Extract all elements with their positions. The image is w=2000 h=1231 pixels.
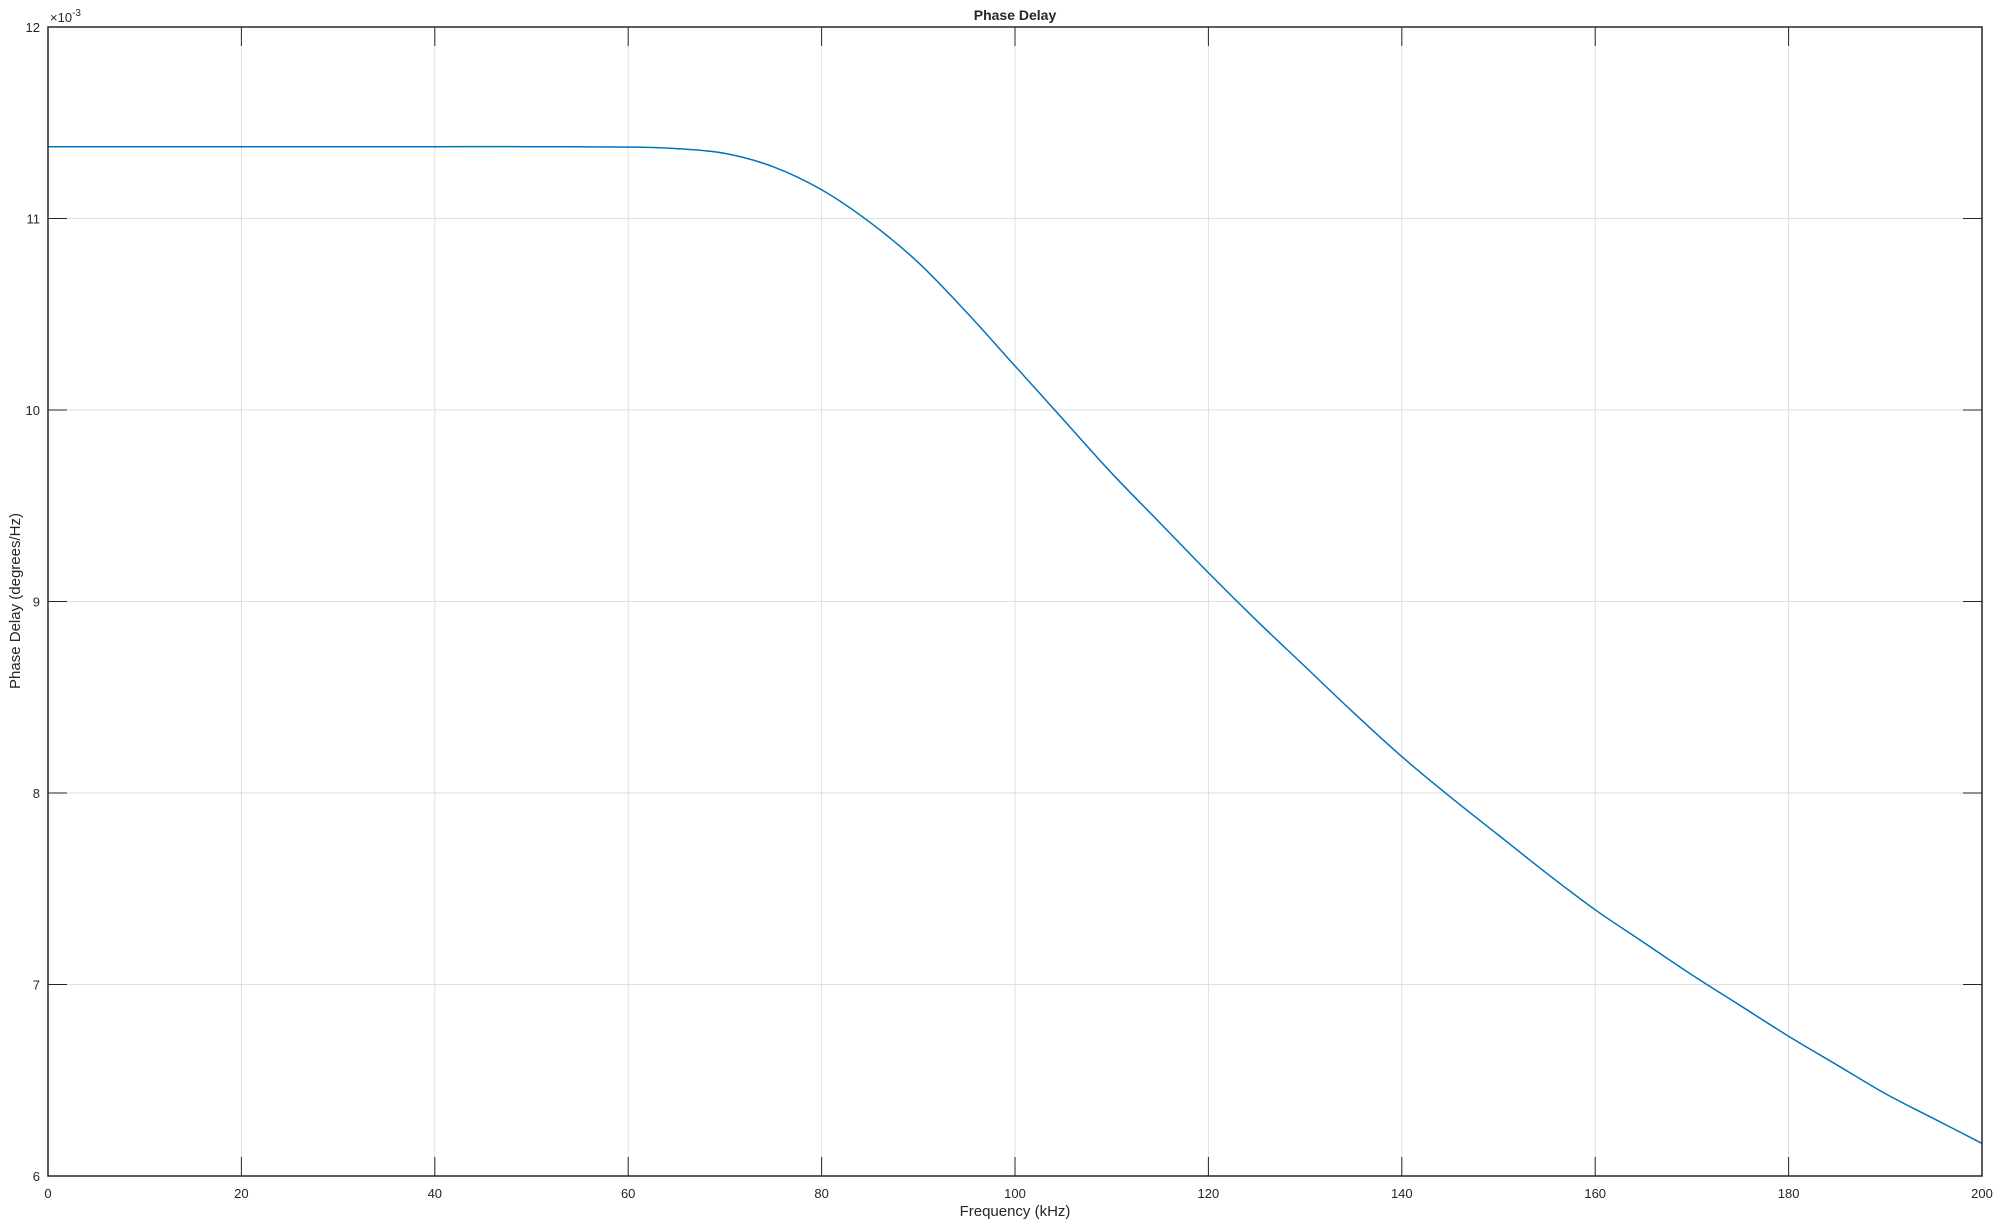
- grid: [47, 26, 1983, 1177]
- x-tick-label: 120: [1198, 1186, 1220, 1201]
- x-axis-label: Frequency (kHz): [960, 1203, 1071, 1220]
- x-tick-label: 40: [428, 1186, 442, 1201]
- series-line: [47, 145, 1983, 1145]
- y-exponent: ×10-3: [50, 8, 81, 25]
- y-tick-label: 10: [26, 403, 40, 418]
- x-tick-label: 0: [44, 1186, 51, 1201]
- x-tick-label: 180: [1778, 1186, 1800, 1201]
- y-tick-label: 9: [33, 595, 40, 610]
- y-tick-label: 7: [33, 978, 40, 993]
- x-tick-label: 20: [234, 1186, 248, 1201]
- y-tick-label: 11: [27, 212, 41, 227]
- ticks: 0 20 40 60 80 100 120 140 160 180 200 6 7 8 9 10 11 12: [26, 20, 1993, 1201]
- x-tick-label: 60: [621, 1186, 635, 1201]
- y-exponent-power: -3: [72, 8, 81, 19]
- y-axis-label: Phase Delay (degrees/Hz): [7, 513, 24, 689]
- y-exponent-base: ×10: [50, 10, 72, 25]
- chart-title: Phase Delay: [974, 7, 1057, 23]
- x-tick-label: 80: [814, 1186, 828, 1201]
- x-tick-label: 140: [1391, 1186, 1413, 1201]
- x-tick-label: 200: [1971, 1186, 1993, 1201]
- x-tick-label: 100: [1004, 1186, 1026, 1201]
- y-tick-label: 12: [26, 20, 40, 35]
- y-tick-label: 8: [33, 786, 40, 801]
- y-tick-label: 6: [33, 1169, 40, 1184]
- x-tick-label: 160: [1584, 1186, 1606, 1201]
